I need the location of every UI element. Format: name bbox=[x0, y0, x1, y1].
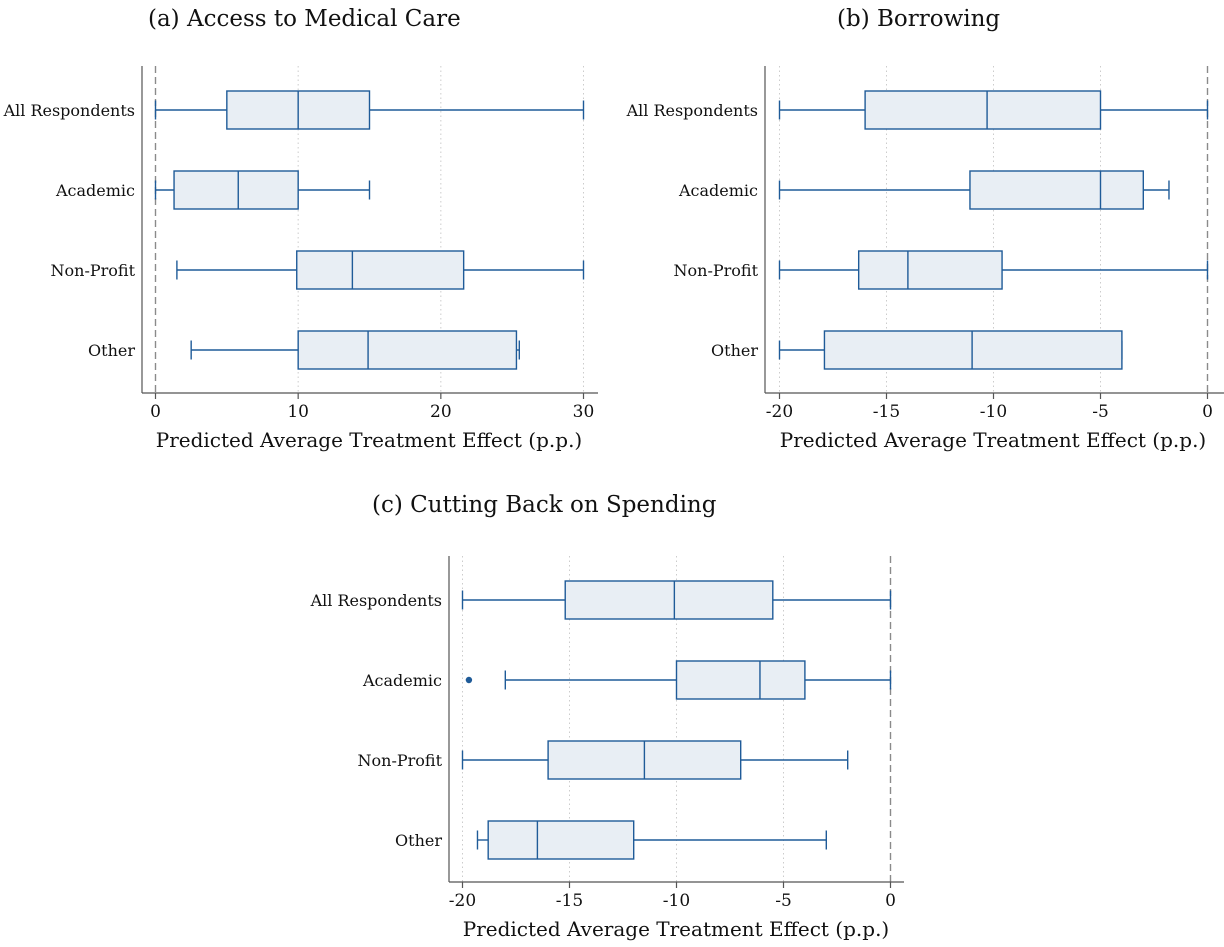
x-tick-label: -15 bbox=[873, 402, 900, 422]
x-tick-label: 0 bbox=[885, 891, 896, 911]
x-tick-label: 0 bbox=[1202, 402, 1213, 422]
iqr-box bbox=[297, 330, 518, 370]
panel-access-medical-care: (a) Access to Medical Care 0 10 20 30 Predic… bbox=[0, 0, 612, 470]
category-label: Academic bbox=[678, 181, 758, 200]
x-tick-label: -10 bbox=[663, 891, 690, 911]
category-label: All Respondents bbox=[626, 101, 758, 120]
x-tick-label: -5 bbox=[775, 891, 792, 911]
chart-title: (a) Access to Medical Care bbox=[148, 6, 461, 32]
box-other: Other bbox=[711, 330, 1123, 370]
iqr-box bbox=[864, 90, 1102, 130]
panel-cutting-back-spending: (c) Cutting Back on Spending -20 -15 -10 -5… bbox=[306, 482, 918, 943]
box-all-respondents: All Respondents bbox=[310, 580, 892, 620]
chart-borrowing: -20 -15 -10 -5 0 Predicted Average Treatment … bbox=[626, 66, 1224, 452]
iqr-box bbox=[296, 250, 465, 290]
box-all-respondents: All Respondents bbox=[3, 90, 585, 130]
x-axis-title: Predicted Average Treatment Effect (p.p.… bbox=[463, 917, 889, 941]
box-non-profit: Non-Profit bbox=[51, 250, 585, 290]
box-academic: Academic bbox=[362, 660, 892, 700]
category-label: Other bbox=[711, 341, 758, 360]
x-tick-label: 0 bbox=[150, 402, 161, 422]
x-tick-label: 10 bbox=[287, 402, 309, 422]
chart-title: (c) Cutting Back on Spending bbox=[372, 492, 717, 518]
category-label: Other bbox=[88, 341, 135, 360]
box-other: Other bbox=[395, 820, 827, 860]
iqr-box bbox=[564, 580, 774, 620]
category-label: Academic bbox=[362, 671, 442, 690]
chart-cutting-back-spending: -20 -15 -10 -5 0 Predicted Average Treatment … bbox=[310, 556, 904, 941]
x-axis-title: Predicted Average Treatment Effect (p.p.… bbox=[780, 428, 1206, 452]
x-axis-title: Predicted Average Treatment Effect (p.p.… bbox=[156, 428, 582, 452]
box-non-profit: Non-Profit bbox=[674, 250, 1209, 290]
iqr-box bbox=[969, 170, 1144, 210]
category-label: Non-Profit bbox=[358, 751, 443, 770]
panel-borrowing: (b) Borrowing -20 -15 -10 -5 0 Predicted Aver… bbox=[612, 0, 1224, 470]
iqr-box bbox=[173, 170, 299, 210]
outlier-point bbox=[465, 676, 473, 684]
x-tick-label: -10 bbox=[980, 402, 1007, 422]
chart-access-medical-care: 0 10 20 30 Predicted Average Treatment Effec… bbox=[3, 66, 598, 452]
box-non-profit: Non-Profit bbox=[358, 740, 849, 780]
iqr-box bbox=[675, 660, 806, 700]
box-academic: Academic bbox=[678, 170, 1170, 210]
chart-title: (b) Borrowing bbox=[837, 6, 1001, 32]
category-label: Other bbox=[395, 831, 442, 850]
iqr-box bbox=[487, 820, 635, 860]
category-label: All Respondents bbox=[310, 591, 442, 610]
x-tick-label: -15 bbox=[556, 891, 583, 911]
box-academic: Academic bbox=[55, 170, 371, 210]
iqr-box bbox=[857, 250, 1003, 290]
x-tick-label: -20 bbox=[766, 402, 793, 422]
x-tick-label: 30 bbox=[573, 402, 595, 422]
box-all-respondents: All Respondents bbox=[626, 90, 1209, 130]
category-label: Non-Profit bbox=[674, 261, 759, 280]
x-tick-label: 20 bbox=[430, 402, 452, 422]
iqr-box bbox=[823, 330, 1123, 370]
box-other: Other bbox=[88, 330, 520, 370]
category-label: Academic bbox=[55, 181, 135, 200]
x-tick-label: -20 bbox=[449, 891, 476, 911]
x-tick-label: -5 bbox=[1092, 402, 1109, 422]
category-label: Non-Profit bbox=[51, 261, 136, 280]
category-label: All Respondents bbox=[3, 101, 135, 120]
